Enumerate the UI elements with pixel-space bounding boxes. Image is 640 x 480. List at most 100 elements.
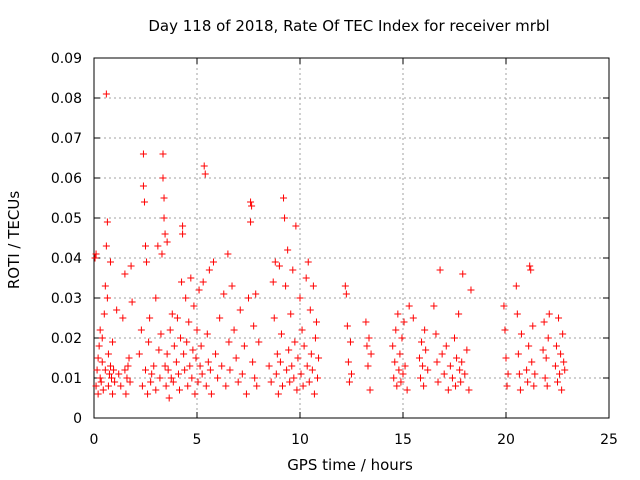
data-point [555, 314, 563, 322]
data-point [106, 258, 114, 266]
data-point [125, 354, 133, 362]
data-point [249, 358, 257, 366]
data-point [419, 362, 427, 370]
data-point [271, 258, 279, 266]
data-point [554, 378, 561, 386]
data-point [165, 394, 173, 402]
data-point [302, 274, 310, 282]
data-point [148, 370, 156, 378]
data-point [298, 326, 306, 334]
y-tick-label: 0.07 [51, 131, 82, 147]
data-point [515, 370, 523, 378]
data-point [104, 350, 112, 358]
data-point [418, 338, 426, 346]
y-tick-label: 0 [73, 411, 82, 427]
data-point [552, 342, 560, 350]
data-point [186, 362, 194, 370]
data-points [91, 90, 569, 402]
data-point [389, 342, 397, 350]
data-point [182, 294, 190, 302]
data-point [531, 370, 539, 378]
data-point [110, 366, 118, 374]
data-point [121, 366, 129, 374]
data-point [104, 382, 112, 390]
y-tick-label: 0.08 [51, 91, 82, 107]
data-point [275, 262, 283, 270]
data-point [102, 90, 110, 98]
data-point [184, 382, 192, 390]
data-point [168, 310, 176, 318]
data-point [524, 378, 532, 386]
data-point [225, 338, 233, 346]
data-point [442, 342, 450, 350]
data-point [288, 362, 296, 370]
data-point [422, 346, 430, 354]
data-point [393, 382, 401, 390]
data-point [177, 334, 185, 342]
data-point [212, 350, 220, 358]
data-point [394, 310, 402, 318]
axis-ticks: 0 5 10 15 20 25 0 0.01 0.02 0.03 0.04 0.05 0.06 0.07 0… [51, 51, 618, 448]
data-point [366, 386, 374, 394]
data-point [169, 378, 177, 386]
data-point [147, 378, 155, 386]
data-point [292, 222, 300, 230]
data-point [399, 370, 407, 378]
data-point [101, 366, 109, 374]
data-point [424, 366, 432, 374]
data-point [526, 262, 534, 270]
data-point [93, 366, 101, 374]
data-point [556, 370, 564, 378]
data-point [504, 370, 512, 378]
data-point [170, 342, 178, 350]
data-point [236, 306, 244, 314]
data-point [362, 318, 370, 326]
data-point [91, 254, 99, 262]
x-tick-label: 25 [600, 432, 618, 448]
data-point [205, 266, 213, 274]
data-point [344, 358, 352, 366]
data-point [503, 382, 511, 390]
data-point [543, 382, 551, 390]
data-point [463, 346, 471, 354]
data-point [281, 214, 289, 222]
data-point [398, 334, 406, 342]
data-point [365, 334, 373, 342]
data-point [201, 170, 209, 178]
data-point [367, 350, 375, 358]
data-point [214, 374, 222, 382]
data-point [436, 266, 444, 274]
plot-frame [93, 57, 610, 419]
data-point [276, 358, 284, 366]
data-point [163, 238, 171, 246]
data-point [180, 350, 188, 358]
x-axis-label: GPS time / hours [287, 456, 413, 474]
data-point [420, 382, 428, 390]
data-point [102, 242, 110, 250]
y-axis-label: ROTI / TECUs [5, 191, 23, 289]
data-point [541, 374, 549, 382]
data-point [285, 346, 293, 354]
data-point [269, 278, 277, 286]
data-point [559, 330, 567, 338]
data-point [432, 330, 440, 338]
data-point [155, 346, 163, 354]
y-tick-label: 0.01 [51, 371, 82, 387]
data-point [196, 362, 204, 370]
data-point [202, 382, 210, 390]
data-point [192, 354, 200, 362]
data-point [203, 330, 211, 338]
data-point [145, 338, 153, 346]
data-point [265, 362, 273, 370]
data-point [190, 302, 198, 310]
data-point [296, 294, 304, 302]
data-point [529, 322, 537, 330]
data-point [199, 278, 207, 286]
data-point [303, 362, 311, 370]
data-point [234, 378, 242, 386]
data-point [513, 310, 521, 318]
data-point [188, 374, 196, 382]
data-point [273, 350, 281, 358]
data-point [390, 374, 398, 382]
data-point [96, 374, 104, 382]
